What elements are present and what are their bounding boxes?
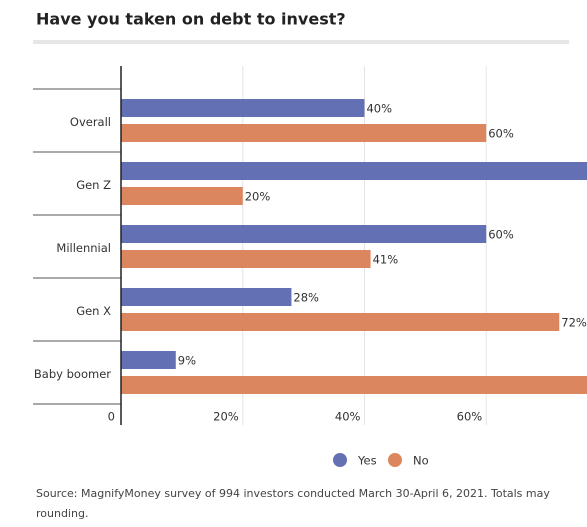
value-label: 41%	[373, 253, 399, 267]
value-label: 20%	[245, 190, 271, 204]
title-rule	[33, 40, 569, 44]
x-tick-label: 20%	[213, 410, 239, 424]
bar	[121, 124, 487, 142]
bar	[121, 225, 487, 243]
bar	[121, 376, 587, 394]
bar	[121, 162, 587, 180]
value-label: 72%	[561, 316, 587, 330]
source-line: Source: MagnifyMoney survey of 994 inves…	[36, 487, 550, 500]
bar	[121, 250, 371, 268]
x-tick-label: 40%	[335, 410, 361, 424]
value-label: 9%	[178, 354, 196, 368]
value-label: 60%	[488, 127, 514, 141]
bar	[121, 288, 292, 306]
bar	[121, 187, 243, 205]
legend-label: No	[413, 454, 429, 468]
y-tick-label: Gen Z	[76, 178, 111, 192]
x-tick-label: 60%	[457, 410, 483, 424]
y-tick-label: Overall	[70, 115, 111, 129]
x-tick-label: 0	[108, 410, 115, 424]
y-tick-label: Gen X	[76, 304, 111, 318]
legend-swatch	[388, 453, 402, 467]
value-label: 60%	[488, 228, 514, 242]
bar	[121, 351, 176, 369]
bar	[121, 99, 365, 117]
value-label: 40%	[366, 102, 392, 116]
bar	[121, 313, 560, 331]
source-line: rounding.	[36, 507, 88, 520]
y-tick-label: Millennial	[56, 241, 111, 255]
y-tick-label: Baby boomer	[34, 367, 111, 381]
legend-swatch	[333, 453, 347, 467]
legend-label: Yes	[357, 454, 377, 468]
value-label: 28%	[293, 291, 319, 305]
chart-title: Have you taken on debt to invest?	[36, 10, 346, 29]
